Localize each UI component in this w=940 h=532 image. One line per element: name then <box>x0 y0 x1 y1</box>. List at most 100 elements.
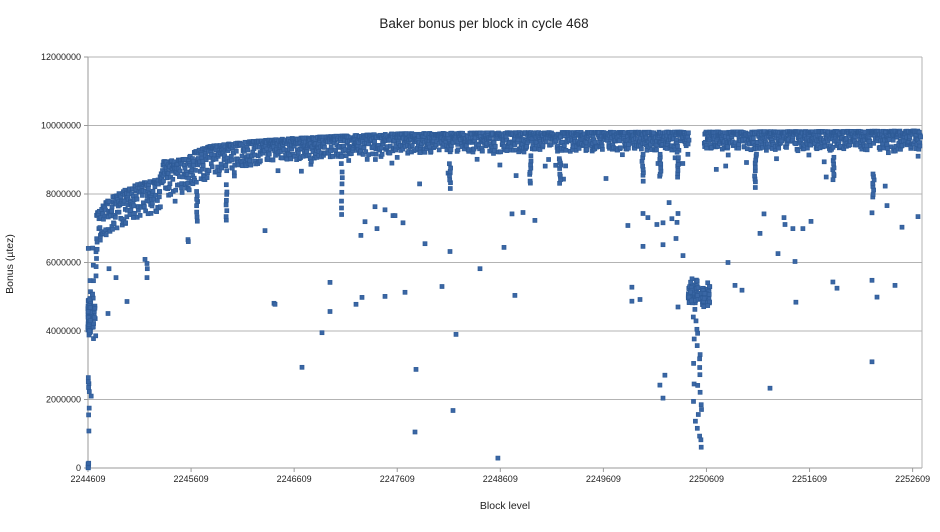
y-tick-label: 6000000 <box>46 258 81 268</box>
data-point <box>870 171 876 177</box>
x-tick-label: 2247609 <box>380 474 415 484</box>
outlier-point <box>512 293 518 298</box>
data-point <box>680 161 686 166</box>
data-point <box>173 187 179 193</box>
data-point <box>831 165 837 171</box>
outlier-point <box>272 301 278 307</box>
data-point <box>563 147 569 153</box>
data-point <box>752 173 757 179</box>
data-point <box>204 175 210 180</box>
data-point <box>170 176 176 182</box>
outlier-point <box>299 364 305 370</box>
data-point <box>223 202 229 208</box>
data-point <box>373 157 378 162</box>
outlier-point <box>662 372 668 378</box>
data-point <box>618 145 623 151</box>
data-point <box>774 156 779 162</box>
data-point <box>592 139 598 145</box>
data-point <box>194 209 200 215</box>
data-point <box>339 175 345 181</box>
outlier-point <box>453 332 459 337</box>
data-point <box>233 148 239 154</box>
y-tick-label: 10000000 <box>41 121 81 131</box>
dip-cluster-point <box>693 318 699 324</box>
x-tick-label: 2246609 <box>277 474 312 484</box>
data-point <box>114 225 120 231</box>
data-point <box>422 149 428 155</box>
outlier-point <box>144 266 150 272</box>
x-axis-title: Block level <box>479 500 531 512</box>
data-point <box>172 198 178 204</box>
data-point <box>389 160 395 166</box>
data-point <box>134 196 140 202</box>
outlier-point <box>660 242 666 248</box>
y-tick-label: 12000000 <box>41 52 81 62</box>
data-point <box>299 168 304 174</box>
data-point <box>275 168 281 174</box>
data-point <box>194 203 199 209</box>
start-cluster-point <box>86 428 92 434</box>
start-cluster-point <box>93 333 99 339</box>
outlier-point <box>767 385 773 391</box>
x-tick-label: 2252609 <box>895 474 930 484</box>
dip-cluster-point <box>694 326 700 332</box>
data-point <box>186 175 192 181</box>
data-point <box>288 156 294 162</box>
data-point <box>239 153 245 159</box>
data-point <box>752 185 758 190</box>
dip-cluster-point <box>690 314 696 320</box>
outlier-point <box>640 211 646 216</box>
outlier-point <box>402 289 408 295</box>
data-point <box>179 190 185 195</box>
dip-cluster-point <box>698 437 704 443</box>
outlier-point <box>520 210 526 215</box>
data-point <box>658 161 664 167</box>
dip-cluster-point <box>691 361 696 366</box>
data-point <box>194 189 199 194</box>
data-point <box>417 181 422 187</box>
data-point <box>686 130 691 136</box>
data-point <box>97 225 103 230</box>
data-point <box>760 145 766 150</box>
start-cluster-point <box>92 314 97 320</box>
data-point <box>339 198 344 204</box>
start-cluster-point <box>90 245 96 251</box>
outlier-point <box>640 244 646 249</box>
outlier-point <box>412 429 418 435</box>
data-point <box>584 147 590 152</box>
dip-cluster-point <box>695 383 701 388</box>
outlier-point <box>142 257 148 262</box>
dip-cluster-point <box>707 284 712 289</box>
outlier-point <box>477 266 483 272</box>
outlier-point <box>422 241 428 247</box>
chart-title: Baker bonus per block in cycle 468 <box>379 16 589 31</box>
dip-cluster-point <box>698 444 704 450</box>
data-point <box>363 149 369 155</box>
start-cluster-point <box>90 291 95 297</box>
data-point <box>110 226 115 232</box>
data-point <box>328 148 333 154</box>
data-point <box>361 145 367 151</box>
data-point <box>167 181 173 187</box>
data-point <box>713 167 719 172</box>
data-point <box>219 165 224 171</box>
data-point <box>527 178 533 184</box>
dip-cluster-point <box>695 293 700 298</box>
data-point <box>542 163 548 169</box>
data-point <box>103 232 109 238</box>
data-point <box>537 147 543 152</box>
data-point <box>106 199 112 204</box>
outlier-point <box>372 204 378 210</box>
data-point <box>132 210 137 216</box>
data-point <box>498 149 503 155</box>
outlier-point <box>654 222 660 227</box>
outlier-point <box>400 220 406 226</box>
data-point <box>258 158 263 164</box>
data-point <box>131 215 136 220</box>
outlier-point <box>669 216 675 222</box>
start-cluster-point <box>87 305 93 310</box>
x-tick-label: 2244609 <box>70 474 105 484</box>
dip-cluster-point <box>699 407 704 412</box>
data-point <box>725 144 731 150</box>
